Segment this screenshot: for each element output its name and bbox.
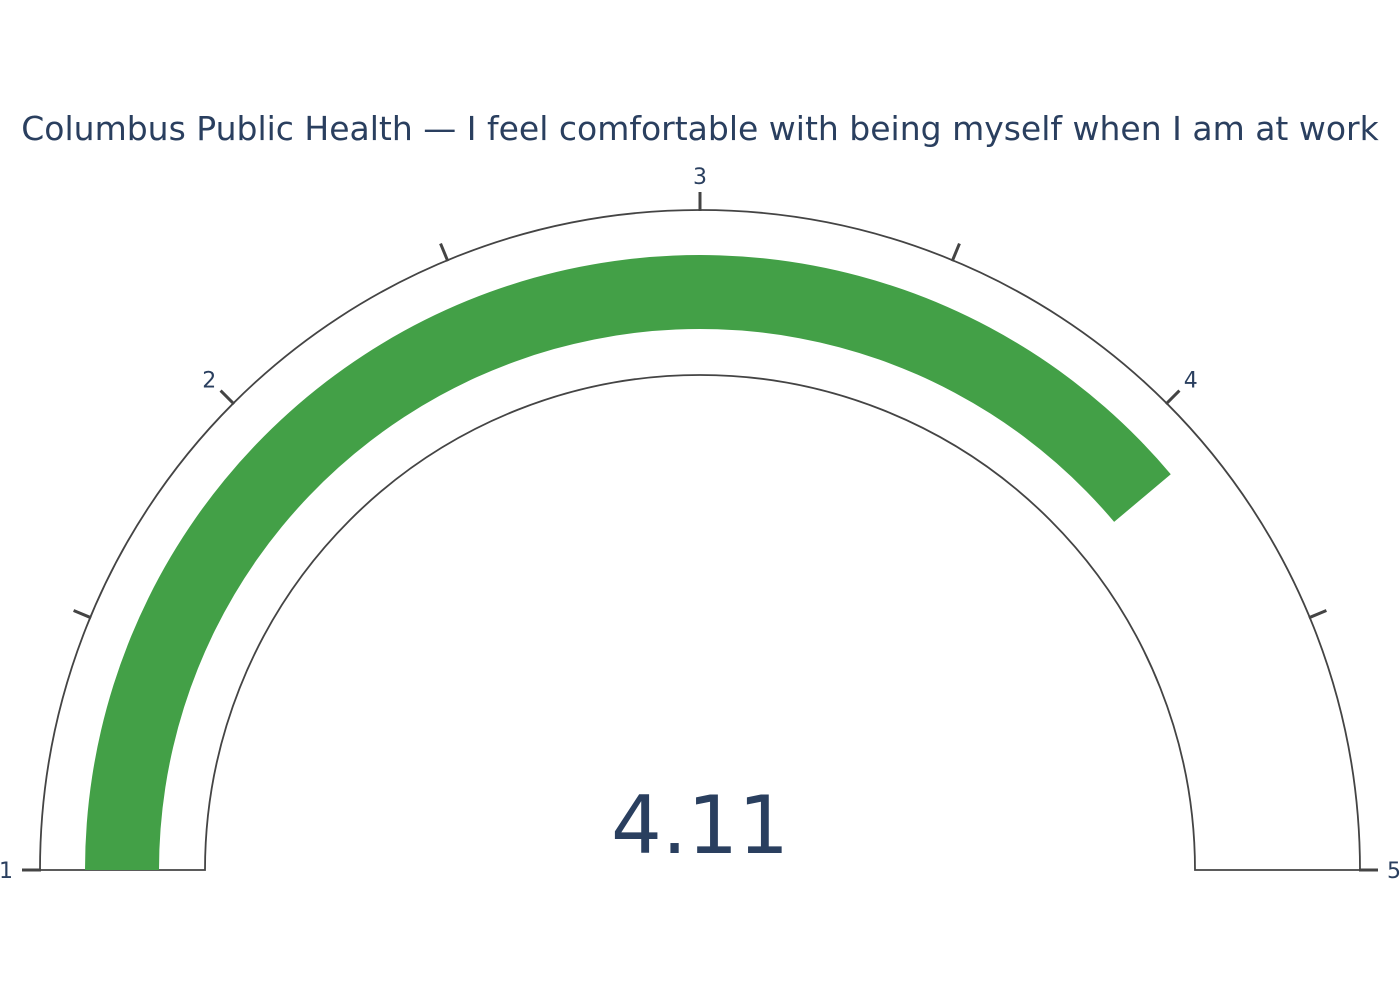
gauge-tick-label: 2: [202, 368, 216, 393]
gauge-tick-label: 3: [693, 165, 707, 190]
chart-title: Columbus Public Health — I feel comforta…: [21, 109, 1379, 148]
gauge-tick-label: 5: [1387, 859, 1400, 884]
gauge-tick-label: 1: [0, 859, 13, 884]
gauge-minor-tick: [73, 609, 92, 620]
gauge-value-bar: [85, 254, 1171, 870]
gauge-major-tick: [219, 389, 236, 406]
gauge-minor-tick: [1308, 609, 1327, 620]
gauge-tick-label: 4: [1184, 368, 1198, 393]
gauge-tick-labels: 1 2 3 4 5: [0, 165, 1400, 884]
gauge-major-tick: [1164, 389, 1181, 406]
gauge-ticks: [22, 192, 1378, 872]
gauge-minor-tick: [439, 243, 450, 262]
gauge-value-number: 4.11: [611, 779, 789, 872]
gauge-minor-tick: [950, 243, 961, 262]
